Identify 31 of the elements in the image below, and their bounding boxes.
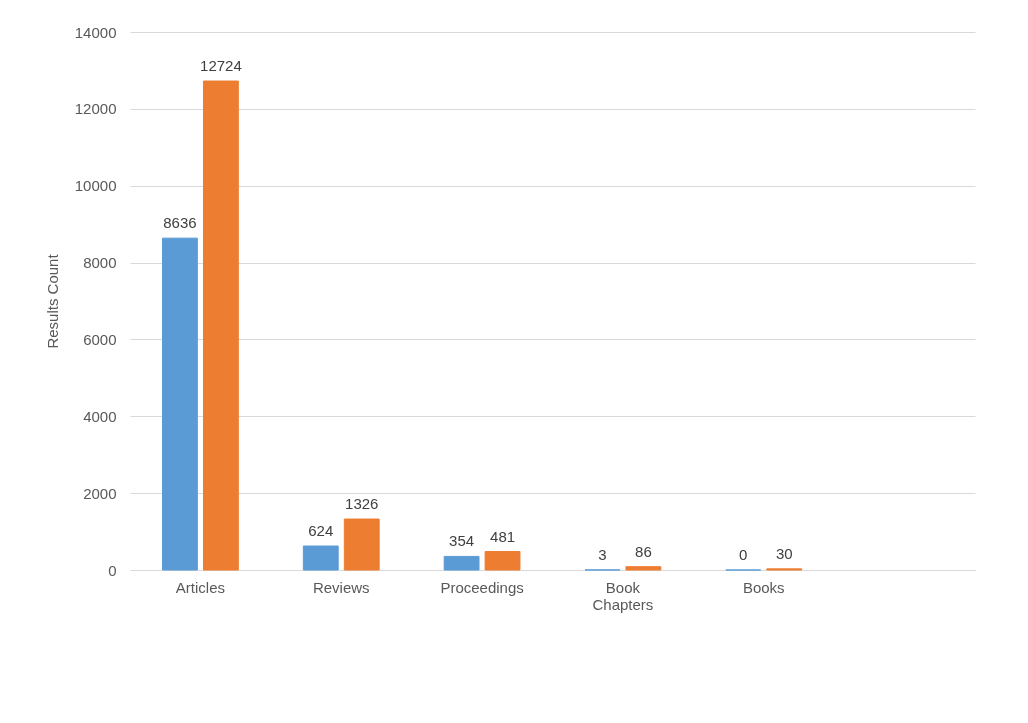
x-tick-label: Articles	[175, 578, 226, 596]
y-tick-label: 8000	[83, 254, 117, 272]
x-tick-label: Reviews	[312, 578, 370, 596]
data-label: 624	[308, 522, 334, 540]
y-tick-label: 14000	[74, 23, 117, 41]
data-label: 481	[490, 527, 516, 545]
y-tick-label: 6000	[83, 330, 117, 348]
y-tick-label: 0	[108, 561, 117, 579]
x-tick-label: Books	[742, 578, 785, 596]
bar	[202, 80, 239, 571]
y-tick-label: 12000	[74, 100, 117, 118]
y-tick-label: 4000	[83, 407, 117, 425]
data-label: 1326	[345, 495, 379, 513]
x-tick-label: Book Chapters	[592, 578, 654, 613]
bar	[484, 551, 521, 571]
data-label: 0	[739, 546, 748, 563]
bar	[625, 566, 662, 571]
data-label: 3	[598, 545, 607, 563]
data-label: 8636	[163, 214, 197, 232]
bar	[162, 237, 198, 571]
y-tick-label: 10000	[74, 177, 117, 195]
data-label: 12724	[200, 57, 242, 75]
x-tick-label: Proceedings	[440, 578, 524, 596]
data-label: 30	[775, 544, 793, 562]
y-axis-title: Results Count	[43, 253, 61, 349]
bar	[443, 555, 480, 571]
y-tick-label: 2000	[83, 484, 117, 502]
data-label: 86	[635, 542, 652, 560]
bar	[343, 518, 380, 571]
bar	[302, 545, 339, 571]
data-label: 354	[449, 532, 475, 550]
